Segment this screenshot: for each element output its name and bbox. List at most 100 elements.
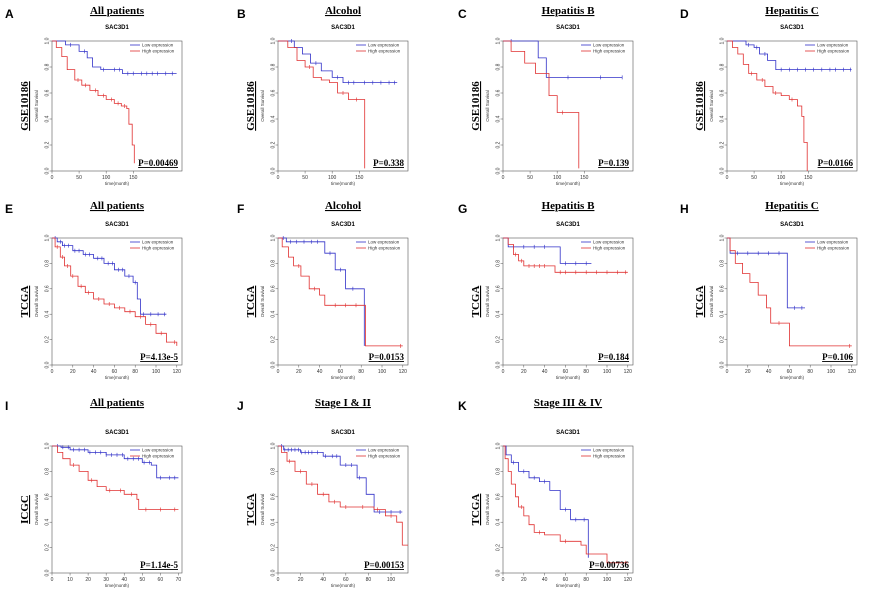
legend-high-label: High expression: [368, 246, 401, 251]
plot-frame: [51, 445, 183, 574]
y-tick-label: 0.8: [271, 260, 277, 267]
x-tick-label: 10: [67, 577, 73, 583]
x-axis-label: time(month): [556, 181, 581, 186]
x-tick-label: 100: [603, 577, 612, 583]
legend-low-label: Low expression: [817, 240, 849, 245]
x-tick-label: 40: [320, 577, 326, 583]
x-tick-label: 150: [355, 175, 364, 181]
panel-letter: E: [5, 202, 13, 216]
y-tick-label: 0.8: [271, 63, 277, 70]
panel-E: E All patients SAC3D1 TCGA Overall Survival 0…: [5, 200, 183, 380]
cohort-label: ICGC: [19, 495, 31, 524]
low-expression-curve: [727, 40, 852, 70]
legend-low-label: Low expression: [142, 448, 174, 453]
legend-low-label: Low expression: [142, 43, 174, 48]
x-tick-label: 50: [302, 175, 308, 181]
cohort-label: TCGA: [694, 286, 706, 318]
x-tick-label: 0: [277, 369, 280, 375]
x-tick-label: 0: [277, 577, 280, 583]
y-tick-label: 0.6: [271, 89, 277, 96]
legend-high-label: High expression: [593, 49, 626, 54]
plot-frame: [726, 40, 858, 172]
x-axis-label: time(month): [331, 583, 356, 588]
y-tick-label: 0.4: [496, 519, 502, 526]
x-tick-label: 80: [583, 369, 589, 375]
p-value: P=4.13e-5: [140, 352, 178, 362]
panel-letter: I: [5, 399, 8, 413]
legend-low-label: Low expression: [368, 43, 400, 48]
y-tick-label: 1.0: [45, 37, 51, 44]
gene-label: SAC3D1: [331, 430, 355, 436]
y-tick-label: 1.0: [45, 234, 51, 241]
legend-low-label: Low expression: [593, 240, 625, 245]
low-expression-curve: [278, 237, 365, 346]
x-tick-label: 100: [102, 175, 111, 181]
gene-label: SAC3D1: [556, 25, 580, 31]
y-tick-label: 0.0: [45, 361, 51, 368]
x-tick-label: 0: [51, 577, 54, 583]
y-tick-label: 0.2: [271, 141, 277, 148]
panel-letter: J: [237, 399, 244, 413]
legend-low-label: Low expression: [368, 240, 400, 245]
p-value: P=0.00736: [589, 560, 629, 570]
cohort-label: GSE10186: [19, 81, 31, 131]
low-expression-curve: [278, 445, 403, 513]
x-tick-label: 20: [521, 369, 527, 375]
low-expression-curve: [503, 40, 623, 78]
x-axis-label: time(month): [105, 583, 130, 588]
p-value: P=0.139: [598, 158, 629, 168]
y-axis-label: Overall Survival: [260, 494, 265, 526]
y-tick-label: 0.2: [271, 336, 277, 343]
y-tick-label: 0.8: [496, 63, 502, 70]
y-tick-label: 0.2: [720, 141, 726, 148]
x-axis-label: time(month): [556, 375, 581, 380]
y-tick-label: 0.2: [496, 336, 502, 343]
y-tick-label: 0.0: [720, 361, 726, 368]
y-tick-label: 0.8: [720, 260, 726, 267]
y-tick-label: 0.4: [271, 311, 277, 318]
x-tick-label: 20: [298, 577, 304, 583]
x-tick-label: 50: [527, 175, 533, 181]
x-tick-label: 20: [85, 577, 91, 583]
x-tick-label: 120: [848, 369, 857, 375]
panel-I: I All patients SAC3D1 ICGC Overall Survival 0…: [5, 397, 183, 588]
panel-title: Alcohol: [325, 200, 361, 212]
gene-label: SAC3D1: [556, 430, 580, 436]
x-tick-label: 150: [804, 175, 813, 181]
y-tick-label: 1.0: [271, 442, 277, 449]
high-expression-curve: [52, 237, 178, 346]
low-expression-curve: [727, 237, 805, 309]
x-tick-label: 120: [624, 577, 633, 583]
y-axis-label: Overall Survival: [709, 286, 714, 318]
x-tick-label: 100: [328, 175, 337, 181]
panel-letter: C: [458, 7, 467, 21]
y-tick-label: 1.0: [720, 234, 726, 241]
legend-high-label: High expression: [142, 49, 175, 54]
plot-frame: [277, 445, 409, 574]
panel-title: All patients: [90, 5, 145, 17]
x-tick-label: 60: [112, 369, 118, 375]
x-tick-label: 0: [502, 577, 505, 583]
y-tick-label: 0.8: [45, 260, 51, 267]
panel-K: K Stage III & IV SAC3D1 TCGA Overall Surviva…: [458, 397, 634, 588]
x-tick-label: 50: [751, 175, 757, 181]
panel-title: Hepatitis B: [542, 5, 596, 17]
high-expression-curve: [727, 40, 808, 171]
x-tick-label: 0: [726, 175, 729, 181]
plot-frame: [277, 237, 409, 366]
gene-label: SAC3D1: [331, 222, 355, 228]
x-tick-label: 30: [103, 577, 109, 583]
x-tick-label: 20: [70, 369, 76, 375]
panel-letter: D: [680, 7, 689, 21]
x-tick-label: 70: [176, 577, 182, 583]
panel-title: Hepatitis C: [765, 5, 819, 17]
legend-high-label: High expression: [368, 49, 401, 54]
low-expression-curve: [503, 237, 592, 264]
panel-letter: F: [237, 202, 244, 216]
y-tick-label: 1.0: [271, 234, 277, 241]
y-tick-label: 1.0: [45, 442, 51, 449]
high-expression-curve: [278, 237, 403, 347]
y-tick-label: 1.0: [271, 37, 277, 44]
y-tick-label: 0.2: [45, 544, 51, 551]
